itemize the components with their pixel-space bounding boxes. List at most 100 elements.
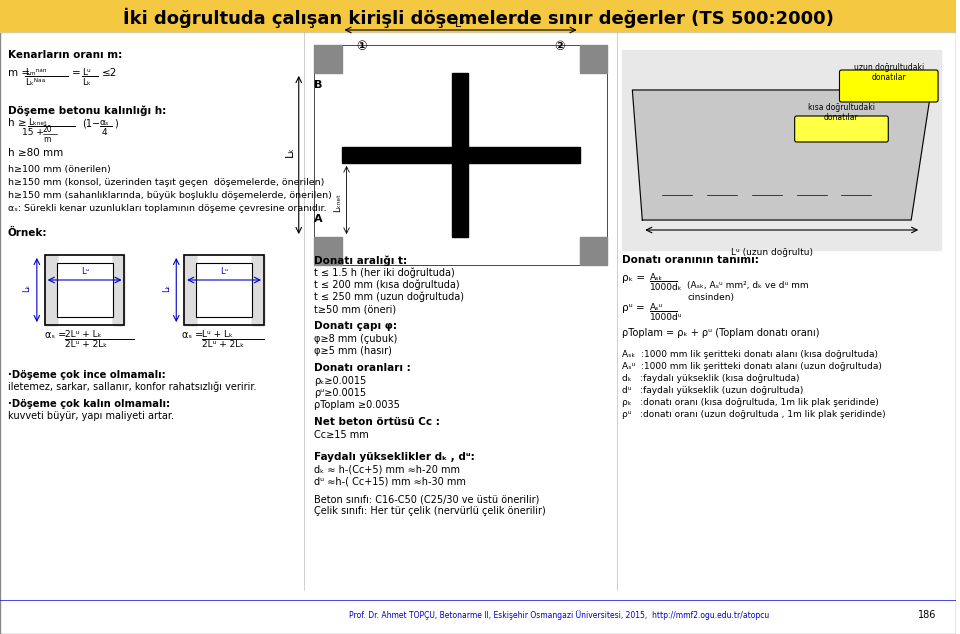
Text: t≥50 mm (öneri): t≥50 mm (öneri) [314, 304, 396, 314]
Polygon shape [633, 90, 931, 220]
Text: Donatı oranları :: Donatı oranları : [314, 363, 411, 373]
Text: Beton sınıfı: C16-C50 (C25/30 ve üstü önerilir): Beton sınıfı: C16-C50 (C25/30 ve üstü ön… [314, 494, 540, 504]
Text: ρᵘ≥0.0015: ρᵘ≥0.0015 [314, 388, 366, 398]
Bar [184, 255, 196, 325]
Bar [252, 255, 264, 325]
Bar [314, 45, 608, 265]
Text: ρₖ   :donatı oranı (kısa doğrultuda, 1m lik plak şeridinde): ρₖ :donatı oranı (kısa doğrultuda, 1m li… [622, 398, 879, 407]
Text: Lₖₙₑₜ: Lₖₙₑₜ [28, 118, 47, 127]
Text: 4: 4 [102, 128, 108, 137]
Text: 15 +: 15 + [22, 128, 44, 137]
Text: h≥150 mm (konsol, üzerinden taşıt geçen  döşemelerde, önerilen): h≥150 mm (konsol, üzerinden taşıt geçen … [8, 178, 324, 187]
Text: t ≤ 200 mm (kısa doğrultuda): t ≤ 200 mm (kısa doğrultuda) [314, 280, 459, 290]
Bar [580, 237, 608, 265]
Text: dₖ   :faydalı yükseklik (kısa doğrultuda): dₖ :faydalı yükseklik (kısa doğrultuda) [622, 374, 800, 383]
Bar [0, 0, 956, 32]
Text: Lₖᴺᵃᵃ: Lₖᴺᵃᵃ [25, 78, 45, 87]
Bar [196, 263, 252, 317]
Text: αₛ =: αₛ = [182, 330, 206, 340]
Bar [45, 255, 57, 325]
Text: Faydalı yükseklikler dₖ , dᵘ:: Faydalı yükseklikler dₖ , dᵘ: [314, 452, 474, 462]
FancyBboxPatch shape [795, 116, 888, 142]
Text: Lₘⁿᵃⁿ: Lₘⁿᵃⁿ [25, 68, 46, 77]
Bar [252, 255, 264, 325]
Text: B: B [315, 80, 323, 90]
Text: 2Lᵘ + 2Lₖ: 2Lᵘ + 2Lₖ [203, 340, 244, 349]
Bar [184, 255, 196, 325]
Text: h ≥80 mm: h ≥80 mm [8, 148, 63, 158]
Text: h ≥: h ≥ [8, 118, 27, 128]
Text: Donatı çapı φ:: Donatı çapı φ: [314, 321, 396, 331]
Text: dᵘ ≈h-( Cc+15) mm ≈h-30 mm: dᵘ ≈h-( Cc+15) mm ≈h-30 mm [314, 477, 466, 487]
Text: ρᵘ =: ρᵘ = [622, 303, 645, 313]
Text: kısa doğrultudaki: kısa doğrultudaki [808, 103, 875, 112]
Text: 2Lᵘ + Lₖ: 2Lᵘ + Lₖ [64, 330, 101, 339]
Text: Lₖ: Lₖ [22, 284, 32, 292]
Text: 186: 186 [918, 610, 936, 620]
Text: αₛ: Sürekli kenar uzunlukları toplamının döşeme çevresine oranıdır.: αₛ: Sürekli kenar uzunlukları toplamının… [8, 204, 326, 213]
Text: ②: ② [554, 40, 565, 53]
Text: iletemez, sarkar, sallanır, konfor rahatsızlığı veririr.: iletemez, sarkar, sallanır, konfor rahat… [8, 382, 256, 392]
Text: Lₖₙₑₜ: Lₖₙₑₜ [333, 193, 342, 212]
Text: m: m [43, 135, 50, 144]
Text: Lᵘ: Lᵘ [81, 267, 88, 276]
Text: h≥100 mm (önerilen): h≥100 mm (önerilen) [8, 165, 110, 174]
Text: Lₖ: Lₖ [82, 78, 90, 87]
Text: ·Döşeme çok ince olmamalı:: ·Döşeme çok ince olmamalı: [8, 370, 166, 380]
Text: Donatı oranının tanımı:: Donatı oranının tanımı: [622, 255, 759, 265]
Text: (Aₛₖ, Aₛᵘ mm², dₖ ve dᵘ mm: (Aₛₖ, Aₛᵘ mm², dₖ ve dᵘ mm [687, 281, 808, 290]
Text: A: A [314, 214, 323, 224]
Bar [112, 255, 125, 325]
Text: =: = [72, 68, 81, 78]
Text: Lᵘ + Lₖ: Lᵘ + Lₖ [203, 330, 233, 339]
Text: ρToplam ≥0.0035: ρToplam ≥0.0035 [314, 400, 399, 410]
Text: ≤2: ≤2 [102, 68, 117, 78]
Text: Lᵘ: Lᵘ [455, 19, 466, 29]
Bar [622, 50, 941, 250]
Bar [45, 255, 57, 325]
Bar [252, 255, 264, 325]
Text: Aₛᵘ  :1000 mm lik şeritteki donatı alanı (uzun doğrultuda): Aₛᵘ :1000 mm lik şeritteki donatı alanı … [622, 362, 882, 371]
FancyBboxPatch shape [839, 70, 938, 102]
Text: ): ) [114, 118, 118, 128]
Text: ·Döşeme çok kalın olmamalı:: ·Döşeme çok kalın olmamalı: [8, 399, 170, 409]
Text: donatılar: donatılar [824, 113, 859, 122]
Text: Aₛₖ  :1000 mm lik şeritteki donatı alanı (kısa doğrultuda): Aₛₖ :1000 mm lik şeritteki donatı alanı … [622, 350, 878, 359]
Text: Lₖ: Lₖ [162, 284, 171, 292]
Bar [184, 255, 196, 325]
Text: 2Lᵘ + 2Lₖ: 2Lᵘ + 2Lₖ [64, 340, 107, 349]
Text: t ≤ 1.5 h (her iki doğrultuda): t ≤ 1.5 h (her iki doğrultuda) [314, 268, 454, 278]
Bar [184, 255, 264, 325]
Text: 20: 20 [43, 125, 53, 134]
Text: dₖ ≈ h-(Cc+5) mm ≈h-20 mm: dₖ ≈ h-(Cc+5) mm ≈h-20 mm [314, 465, 460, 475]
Text: Prof. Dr. Ahmet TOPÇU, Betonarme II, Eskişehir Osmangazi Üniversitesi, 2015,  ht: Prof. Dr. Ahmet TOPÇU, Betonarme II, Esk… [348, 610, 769, 620]
Text: uzun doğrultudaki: uzun doğrultudaki [854, 63, 924, 72]
Bar [45, 255, 57, 325]
Bar [45, 255, 125, 325]
Text: m =: m = [8, 68, 34, 78]
Bar [184, 255, 196, 325]
Text: Döşeme betonu kalınlığı h:: Döşeme betonu kalınlığı h: [8, 105, 166, 115]
Text: αₛ: αₛ [100, 118, 108, 127]
Text: Donatı aralığı t:: Donatı aralığı t: [314, 255, 407, 266]
Bar [580, 45, 608, 73]
Bar [45, 255, 57, 325]
Text: Örnek:: Örnek: [8, 228, 47, 238]
Bar [452, 73, 468, 237]
Text: dᵘ   :faydalı yükseklik (uzun doğrultuda): dᵘ :faydalı yükseklik (uzun doğrultuda) [622, 386, 804, 395]
Text: Lₖ: Lₖ [285, 146, 295, 157]
Bar [314, 45, 342, 73]
Text: φ≥5 mm (hasır): φ≥5 mm (hasır) [314, 346, 392, 356]
Text: donatılar: donatılar [872, 73, 906, 82]
Text: αₛ =: αₛ = [45, 330, 69, 340]
Text: φ≥8 mm (çubuk): φ≥8 mm (çubuk) [314, 334, 397, 344]
Bar [314, 237, 342, 265]
Text: h≥150 mm (sahanlıklarında, büyük boşluklu döşemelerde, önerilen): h≥150 mm (sahanlıklarında, büyük boşlukl… [8, 191, 332, 200]
Text: 1000dᵘ: 1000dᵘ [650, 313, 683, 322]
Text: ρᵘ   :donatı oranı (uzun doğrultuda , 1m lik plak şeridinde): ρᵘ :donatı oranı (uzun doğrultuda , 1m l… [622, 410, 886, 419]
Text: Lᵘ (uzun doğrultu): Lᵘ (uzun doğrultu) [731, 248, 813, 257]
Text: Cc≥15 mm: Cc≥15 mm [314, 430, 369, 440]
Text: ①: ① [356, 40, 367, 53]
Text: Lᵘ: Lᵘ [82, 68, 90, 77]
Text: 1000dₖ: 1000dₖ [650, 283, 683, 292]
